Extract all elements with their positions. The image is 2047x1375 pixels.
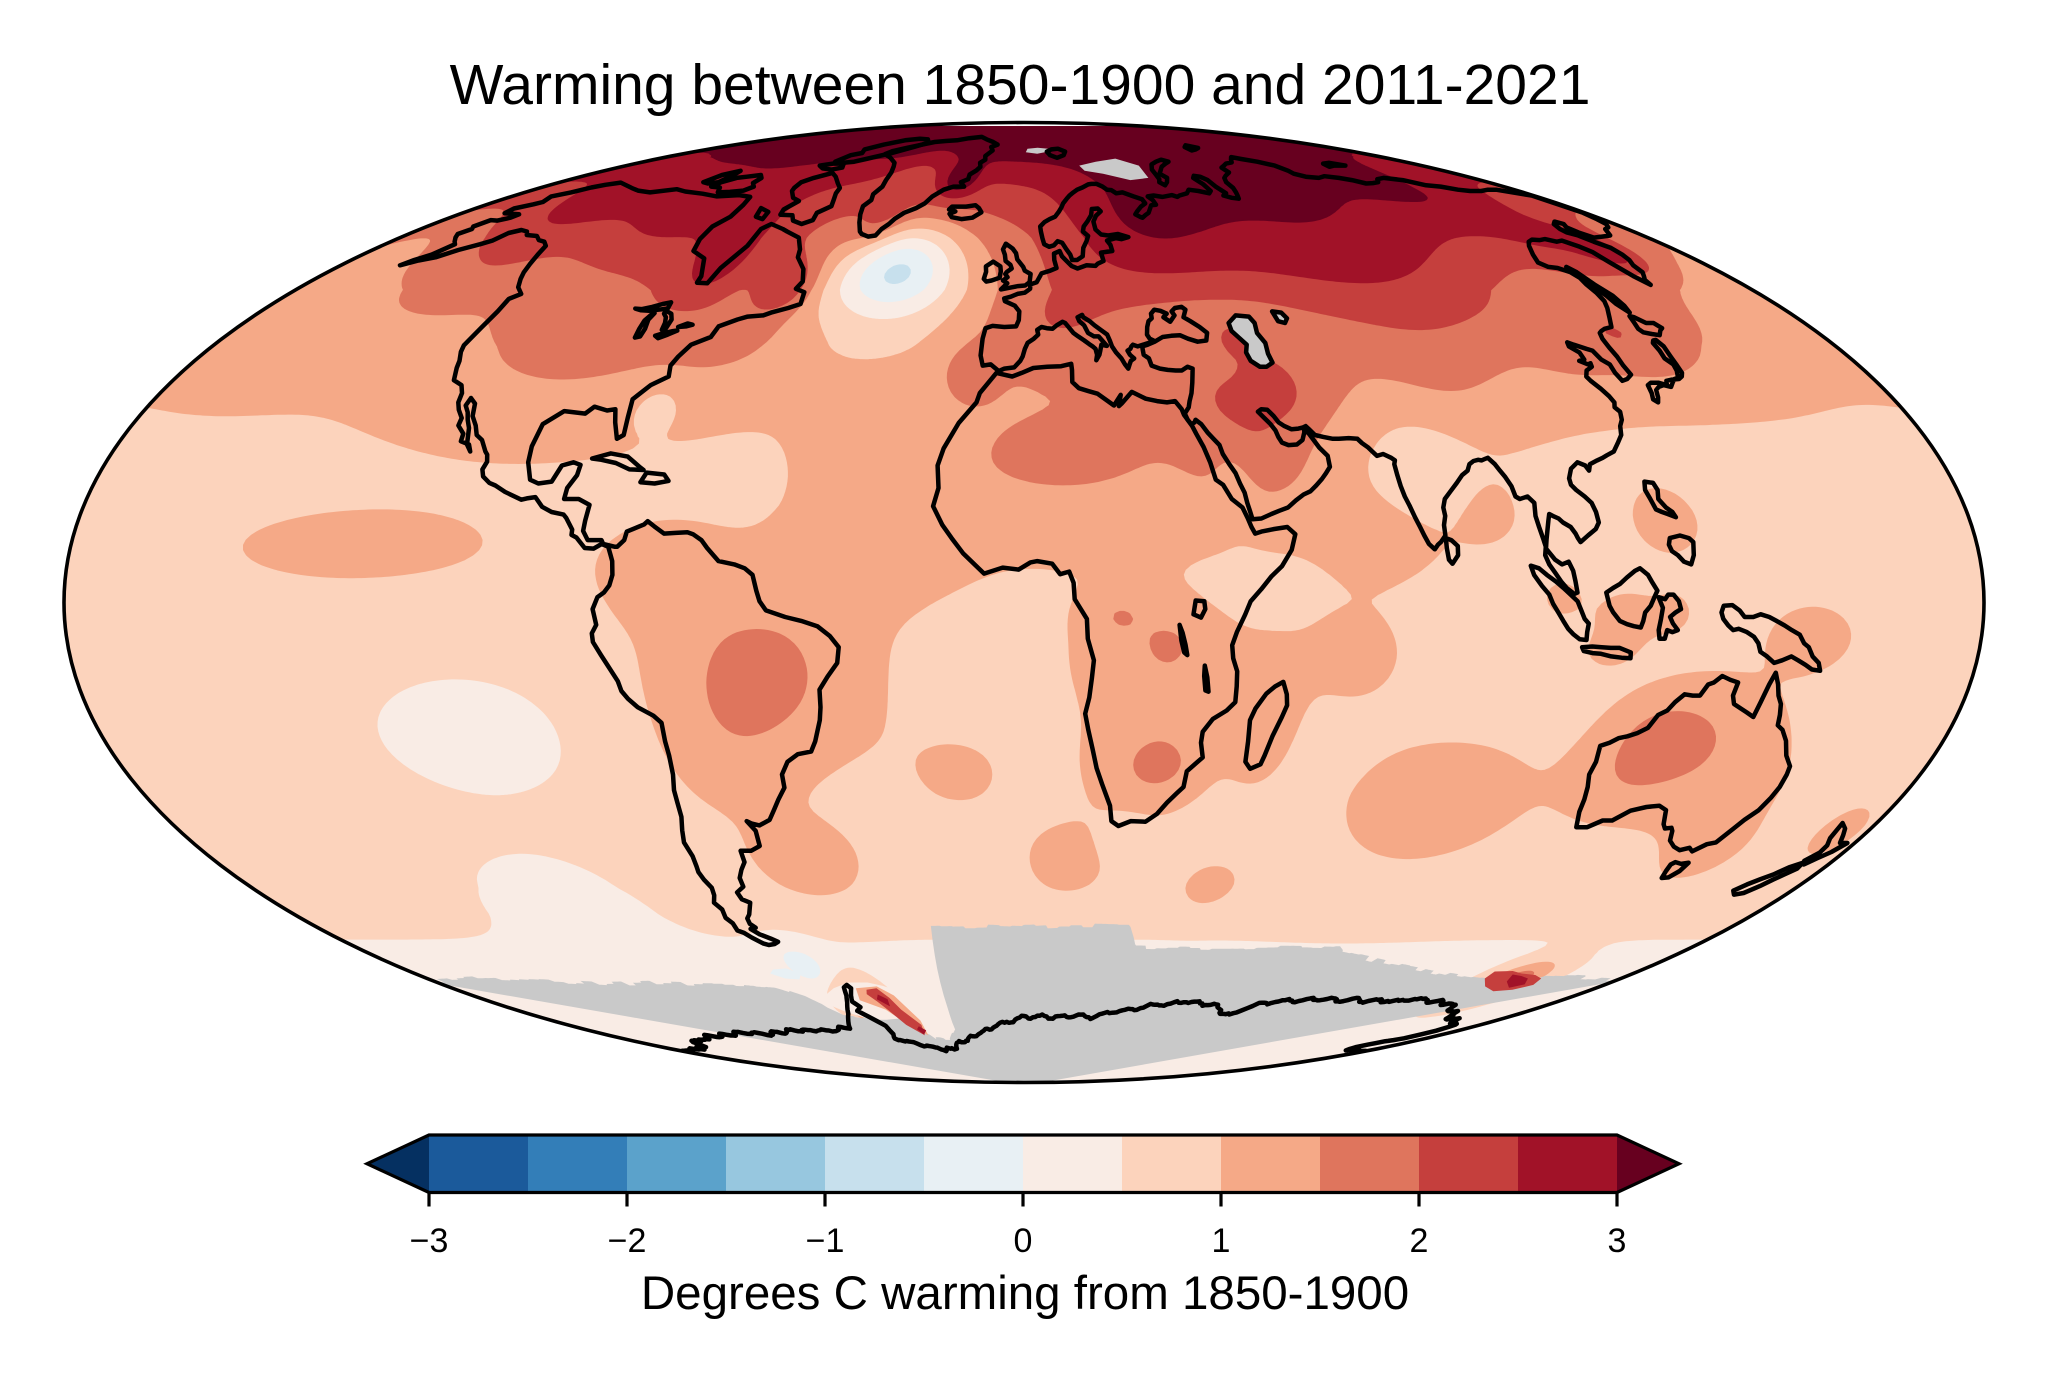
svg-text:Degrees C warming from 1850-19: Degrees C warming from 1850-1900 <box>641 1267 1409 1320</box>
svg-text:−3: −3 <box>410 1222 449 1260</box>
svg-text:−2: −2 <box>608 1222 647 1260</box>
svg-text:Warming between 1850-1900 and: Warming between 1850-1900 and 2011-2021 <box>450 53 1591 117</box>
svg-text:0: 0 <box>1014 1222 1033 1260</box>
svg-text:−1: −1 <box>806 1222 845 1260</box>
svg-text:1: 1 <box>1212 1222 1231 1260</box>
svg-text:3: 3 <box>1608 1222 1627 1260</box>
svg-text:2: 2 <box>1410 1222 1429 1260</box>
